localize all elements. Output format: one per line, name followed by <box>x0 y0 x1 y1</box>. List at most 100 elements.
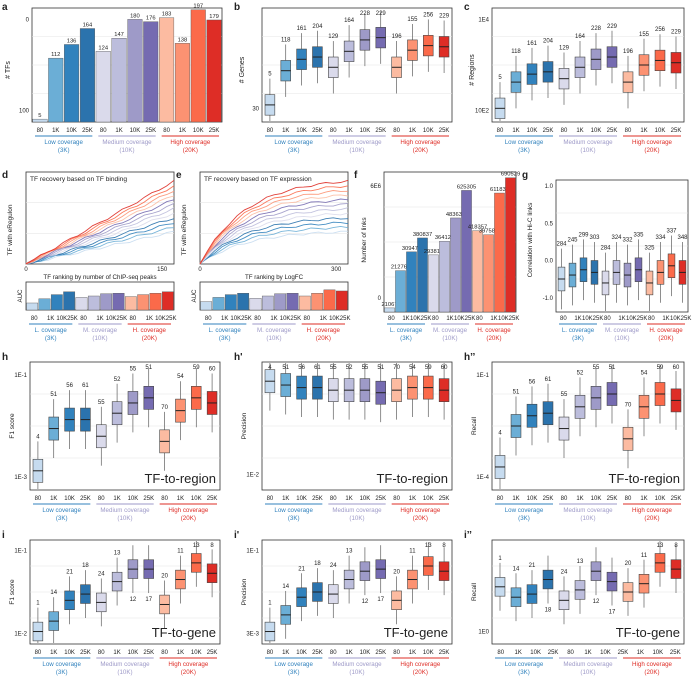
bar <box>224 294 237 311</box>
x-tick-label: 1K <box>640 496 647 502</box>
bar <box>483 234 494 313</box>
group-sublabel: (10K) <box>266 335 281 342</box>
box-count-label: 18 <box>82 563 89 569</box>
box-count-label: 13 <box>657 543 664 549</box>
box-count-label: 24 <box>330 563 337 569</box>
x-tick-label: 25K <box>607 128 618 134</box>
bar <box>274 293 287 311</box>
box-count-label: 24 <box>561 569 568 575</box>
x-tick-label: 10K <box>191 496 202 502</box>
x-tick-label: 1K <box>409 128 416 134</box>
bar <box>286 293 299 311</box>
box-count-label: 204 <box>312 24 323 30</box>
bar <box>335 290 348 311</box>
y-tick-label: 10E2 <box>475 109 490 115</box>
box-count-label: 54 <box>177 374 184 380</box>
group-label: L. coverage <box>208 327 241 334</box>
box-count-label: 1 <box>498 556 502 562</box>
series-line <box>199 221 349 264</box>
x-tick-label: 80 <box>648 316 655 322</box>
group-label: High coverage <box>168 661 208 668</box>
x-tick-label: 80 <box>35 650 42 656</box>
bar-value-label: 611835 <box>490 187 509 193</box>
group-sublabel: (10K) <box>580 669 595 676</box>
x-tick-label: 1K <box>113 650 120 656</box>
bar <box>124 296 137 311</box>
x-tick-label: 1K <box>282 128 289 134</box>
box-count-label: 229 <box>607 24 618 30</box>
box-count-label: 284 <box>600 246 611 252</box>
bar <box>111 38 127 123</box>
bar <box>100 293 113 311</box>
x-tick-label: 80 <box>31 316 38 322</box>
x-tick-label: 80 <box>98 650 105 656</box>
x-tick-label: 80 <box>100 128 107 134</box>
x-tick-label: 1K <box>640 128 647 134</box>
plot-frame <box>199 281 349 311</box>
box-count-label: 60 <box>209 367 216 373</box>
group-label: M. coverage <box>433 327 468 334</box>
bar-value-label: 180 <box>130 13 140 19</box>
bar-value-label: 176 <box>146 16 156 22</box>
group-label: High coverage <box>170 139 210 146</box>
series-line <box>199 207 349 265</box>
bar <box>190 9 206 123</box>
bar <box>127 19 143 123</box>
bar <box>206 19 222 123</box>
x-tick-label: 1K <box>446 316 453 322</box>
box-count-label: 164 <box>575 34 586 40</box>
panel-letter-b: b <box>234 2 240 13</box>
bar <box>38 298 51 311</box>
y-tick-label: 1E-1 <box>246 548 259 554</box>
box-count-label: 8 <box>674 543 678 549</box>
x-tick-label: 1K <box>409 496 416 502</box>
box-count-label: 14 <box>50 590 57 596</box>
box-count-label: 17 <box>609 610 616 616</box>
box-count-label: 60 <box>673 365 680 371</box>
sub-chart-title: TF ranking by number of ChIP-seq peaks <box>43 274 156 281</box>
x-tick-label: 80 <box>330 128 337 134</box>
x-tick-label: 1K <box>221 316 228 322</box>
box-count-label: 21 <box>66 569 73 575</box>
bar <box>87 295 100 311</box>
group-sublabel: (20K) <box>658 335 673 342</box>
x-tick-label: 1K <box>282 650 289 656</box>
box-count-label: 55 <box>330 365 337 371</box>
x-tick-label: 10K <box>296 128 307 134</box>
bar <box>75 297 88 311</box>
box-count-label: 55 <box>130 367 137 373</box>
group-sublabel: (3K) <box>56 515 68 522</box>
group-label: Medium coverage <box>563 139 613 146</box>
bar <box>249 298 262 311</box>
box-count-label: 54 <box>641 370 648 376</box>
x-tick-label: 1K <box>345 496 352 502</box>
box-count-label: 8 <box>442 543 446 549</box>
x-tick-label: 10K <box>591 496 602 502</box>
x-tick-label: 10K <box>360 128 371 134</box>
panel-letter-h: h <box>2 352 8 363</box>
box-count-label: 70 <box>161 405 168 411</box>
bar <box>63 291 76 311</box>
x-tick-label: 10K <box>128 650 139 656</box>
group-label: Medium coverage <box>100 507 150 514</box>
bar <box>79 28 95 123</box>
series-line <box>199 230 348 265</box>
x-tick-label: 10K25K <box>670 316 691 322</box>
x-tick-label: 80 <box>267 128 274 134</box>
y-tick-label: 0 <box>378 296 382 302</box>
box-count-label: 11 <box>177 549 184 555</box>
box-count-label: 56 <box>298 365 305 371</box>
group-label: M. coverage <box>257 327 292 334</box>
x-tick-label: 80 <box>205 316 212 322</box>
y-axis-title: AUC <box>17 289 24 303</box>
panel-annotation: TF-to-region <box>608 471 680 486</box>
x-tick-label: 1K <box>576 496 583 502</box>
y-tick-label: 30 <box>252 106 259 112</box>
bar <box>159 17 175 123</box>
x-tick-label: 80 <box>625 496 632 502</box>
box-count-label: 51 <box>609 365 616 371</box>
x-tick-label: 80 <box>561 496 568 502</box>
group-sublabel: (3K) <box>45 335 57 342</box>
bar <box>472 230 483 313</box>
group-label: Medium coverage <box>102 139 152 146</box>
